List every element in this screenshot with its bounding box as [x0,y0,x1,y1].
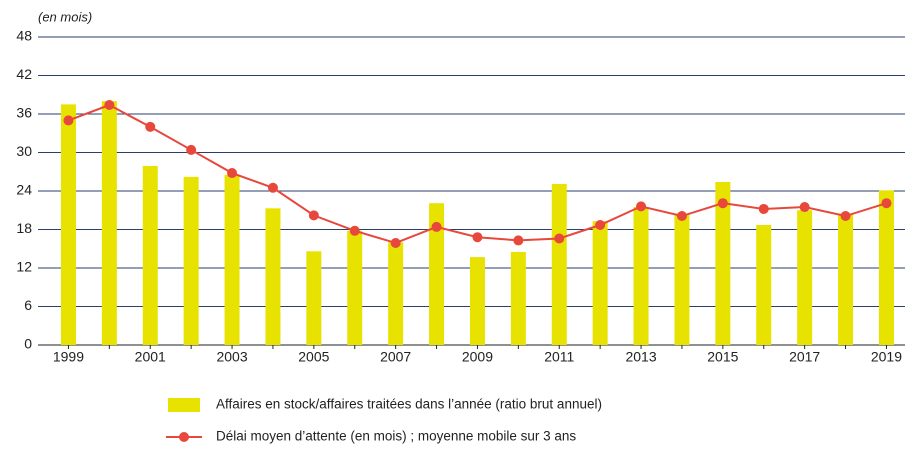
bar [797,210,813,345]
y-tick-label: 30 [16,143,32,159]
bar [715,182,731,345]
bar [265,208,281,345]
y-tick-label: 18 [16,220,32,236]
x-tick-label: 2005 [298,349,329,365]
marker [554,233,565,244]
bar [838,213,854,345]
y-tick-label: 42 [16,66,32,82]
bar [142,165,158,345]
x-tick-label: 2003 [216,349,247,365]
x-tick-label: 2017 [789,349,820,365]
marker [472,232,483,243]
bar [388,242,404,345]
marker [636,201,647,212]
y-tick-label: 36 [16,105,32,121]
y-tick-label: 48 [16,28,32,44]
marker [431,221,442,232]
x-tick-label: 2009 [462,349,493,365]
bar [633,207,649,345]
bar [101,101,117,346]
marker [267,182,278,193]
marker [308,210,319,221]
unit-label: (en mois) [38,9,92,24]
marker [104,100,115,111]
marker [349,225,360,236]
marker [595,220,606,231]
marker [145,121,156,132]
marker [676,211,687,222]
marker [881,198,892,209]
bar [183,176,199,345]
legend-swatch [168,398,200,412]
x-tick-label: 2013 [625,349,656,365]
y-tick-label: 12 [16,259,32,275]
marker [840,211,851,222]
y-tick-label: 6 [24,297,32,313]
x-tick-label: 2007 [380,349,411,365]
bar [510,251,526,345]
bar [306,251,322,345]
bar [224,174,240,345]
marker [390,237,401,248]
y-tick-label: 0 [24,336,32,352]
x-tick-label: 2001 [135,349,166,365]
x-tick-label: 1999 [53,349,84,365]
marker [227,168,238,179]
marker [63,115,74,126]
marker [758,203,769,214]
x-tick-label: 2019 [871,349,902,365]
legend-swatch [179,432,189,442]
legend-label: Affaires en stock/affaires traitées dans… [216,397,602,412]
bar [756,225,772,345]
bar [592,221,608,345]
marker [799,202,810,213]
marker [717,198,728,209]
bar [347,230,363,345]
bar [60,104,76,345]
marker [186,144,197,155]
marker [513,235,524,246]
bar [551,183,567,345]
bar [469,257,485,345]
legend-label: Délai moyen d’attente (en mois) ; moyenn… [216,429,576,444]
bar [674,213,690,345]
x-tick-label: 2015 [707,349,738,365]
bar [878,190,894,345]
x-tick-label: 2011 [544,349,574,365]
y-tick-label: 24 [16,182,32,198]
bar [429,203,445,345]
